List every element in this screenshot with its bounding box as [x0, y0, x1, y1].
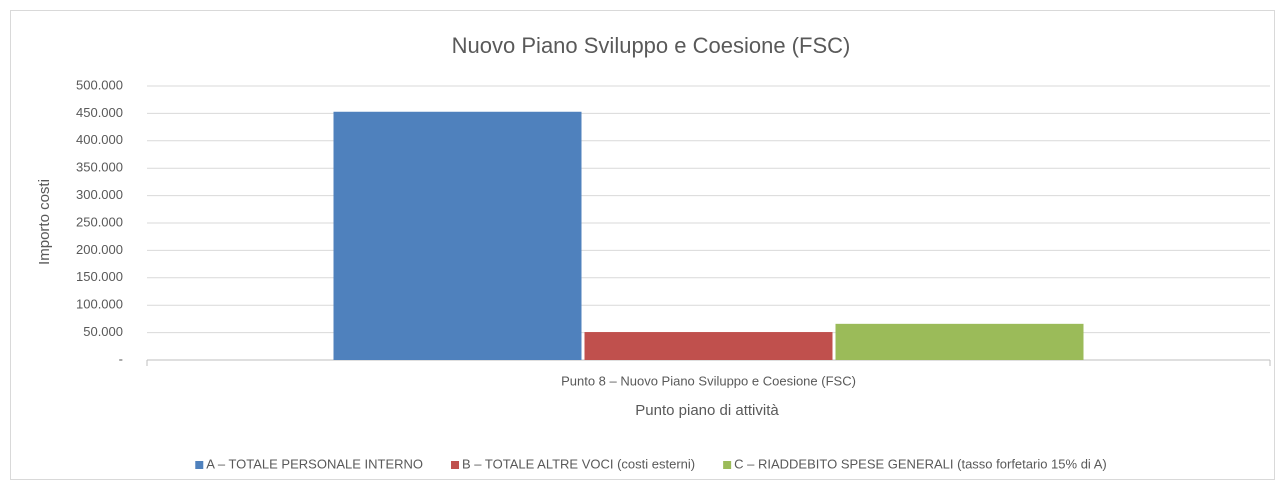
chart-title: Nuovo Piano Sviluppo e Coesione (FSC)	[452, 33, 851, 58]
legend-swatch	[723, 461, 732, 469]
y-tick-label: 50.000	[83, 324, 123, 339]
legend-swatch	[451, 461, 460, 469]
y-tick-label: 200.000	[76, 242, 123, 257]
y-tick-label: 450.000	[76, 105, 123, 120]
legend-label: A – TOTALE PERSONALE INTERNO	[206, 456, 423, 471]
y-tick-label: 500.000	[76, 77, 123, 92]
legend-swatch	[195, 461, 204, 469]
legend-label: B – TOTALE ALTRE VOCI (costi esterni)	[462, 456, 695, 471]
y-tick-label: 250.000	[76, 214, 123, 229]
bar	[333, 111, 582, 360]
legend-label: C – RIADDEBITO SPESE GENERALI (tasso for…	[734, 456, 1107, 471]
x-axis-title: Punto piano di attività	[635, 402, 779, 419]
y-tick-label: 150.000	[76, 269, 123, 284]
y-tick-label: -	[119, 351, 123, 366]
y-axis-title: Importo costi	[36, 179, 53, 265]
bar	[584, 332, 833, 360]
y-tick-label: 400.000	[76, 132, 123, 147]
bar	[835, 323, 1084, 360]
chart-frame	[10, 10, 1275, 480]
y-tick-label: 300.000	[76, 187, 123, 202]
x-tick-label: Punto 8 – Nuovo Piano Sviluppo e Coesion…	[561, 373, 856, 388]
y-tick-label: 350.000	[76, 160, 123, 175]
y-tick-label: 100.000	[76, 297, 123, 312]
